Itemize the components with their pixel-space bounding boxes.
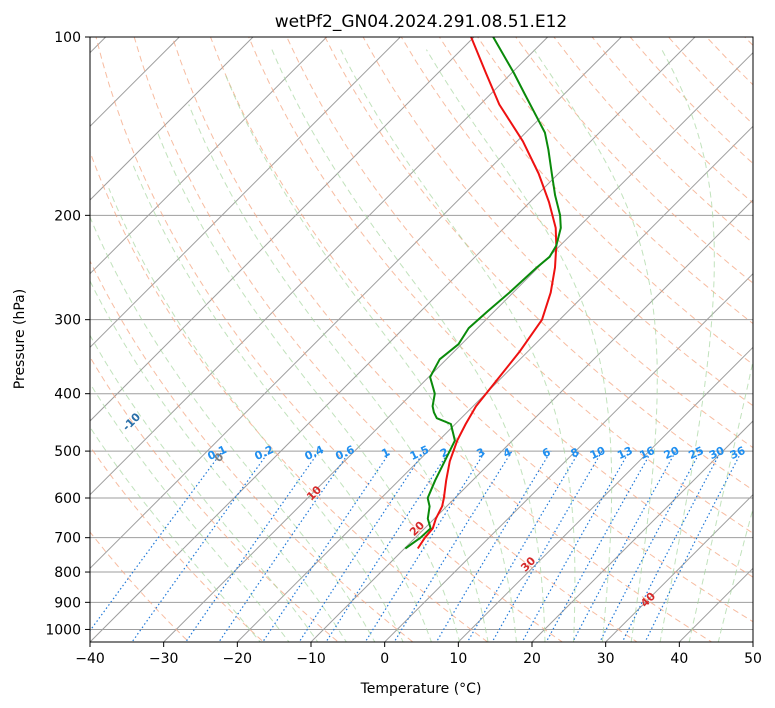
moist-adiabat-line — [688, 358, 753, 642]
x-tick-label: −20 — [223, 651, 253, 667]
mixing-ratio-line — [491, 450, 603, 642]
moist-adiabat-line — [188, 104, 489, 642]
dry-adiabat-line — [90, 445, 265, 642]
plot-frame — [89, 36, 754, 643]
moist-adiabat-line — [425, 49, 613, 642]
isotherm-line — [236, 125, 753, 642]
temperature-profile-line — [416, 37, 558, 550]
mixing-ratio-line — [131, 450, 270, 642]
y-tick-label: 400 — [54, 387, 81, 403]
isotherm-line — [384, 272, 753, 642]
mixing-ratio-label: 25 — [687, 444, 706, 462]
grid-lines — [90, 37, 753, 642]
dry-adiabat-line — [400, 37, 753, 407]
dry-adiabat-line — [133, 37, 638, 642]
mixing-ratio-line — [262, 450, 392, 642]
moist-adiabat-line — [90, 215, 376, 642]
mixing-ratio-label: 13 — [615, 444, 634, 462]
mixing-ratio-line — [364, 450, 486, 642]
dry-adiabat-line — [324, 37, 753, 491]
mixing-ratio-lines — [90, 450, 743, 642]
dry-adiabat-line — [90, 150, 489, 642]
mixing-ratio-line — [599, 450, 702, 642]
moist-adiabat-line — [340, 49, 576, 642]
isotherm-line — [90, 37, 328, 275]
x-tick-label: −30 — [149, 651, 179, 667]
moist-adiabats — [90, 49, 753, 642]
dry-adiabat-line — [438, 37, 753, 366]
moist-adiabat-line — [90, 334, 319, 642]
moist-adiabat-line — [224, 72, 518, 642]
mixing-ratio-line — [466, 450, 580, 642]
mixing-ratio-line — [218, 450, 351, 642]
isotherm-line — [90, 37, 549, 496]
mixing-ratio-line — [325, 450, 450, 642]
x-tick-label: 50 — [744, 651, 762, 667]
y-tick-label: 1000 — [45, 622, 81, 638]
moist-adiabat-line — [533, 49, 658, 642]
y-tick-label: 300 — [54, 313, 81, 329]
moist-adiabat-line — [90, 382, 290, 642]
isotherm-line — [90, 37, 401, 349]
mixing-ratio-label: 16 — [638, 444, 658, 462]
mixing-ratio-label: 10 — [588, 444, 608, 462]
dry-adiabat-line — [90, 259, 414, 642]
mixing-ratio-line — [393, 450, 513, 642]
y-tick-label: 200 — [54, 208, 81, 224]
isotherm-line — [310, 199, 753, 642]
mixing-ratio-label: 20 — [662, 444, 682, 462]
y-tick-label: 600 — [54, 491, 81, 507]
dry-adiabats — [90, 37, 753, 642]
x-axis-label: Temperature (°C) — [360, 681, 482, 697]
mixing-ratio-line — [572, 450, 677, 642]
mixing-ratio-label: 30 — [707, 444, 727, 462]
y-tick-label: 800 — [54, 565, 81, 581]
dry-adiabat-line — [248, 37, 753, 578]
moist-adiabat-line — [132, 165, 432, 642]
dry-adiabat-line — [95, 37, 564, 642]
y-axis-ticks: 100 200 300 400 500 600 700 800 900 1000 — [45, 30, 90, 638]
x-tick-label: −10 — [296, 651, 326, 667]
isotherm-line — [605, 493, 753, 642]
dewpoint-profile-line — [404, 37, 562, 550]
dry-adiabat-line — [286, 37, 753, 534]
dry-adiabat-line — [90, 356, 339, 642]
mixing-ratio-line — [545, 450, 653, 642]
x-tick-label: 20 — [523, 651, 541, 667]
dry-adiabat-line — [362, 37, 753, 449]
x-tick-label: −40 — [75, 651, 105, 667]
y-tick-label: 100 — [54, 30, 81, 46]
moist-adiabat-line — [90, 279, 347, 642]
isotherm-line — [531, 420, 753, 642]
isotherm-line — [457, 346, 753, 642]
mixing-ratio-line — [298, 450, 425, 642]
y-tick-label: 900 — [54, 595, 81, 611]
moist-adiabat-line — [157, 132, 461, 642]
moist-adiabat-line — [108, 188, 404, 642]
y-tick-label: 700 — [54, 531, 81, 547]
chart-title: wetPf2_GN04.2024.291.08.51.E12 — [275, 12, 567, 32]
y-axis-label: Pressure (hPa) — [12, 289, 28, 389]
x-tick-label: 10 — [449, 651, 467, 667]
mixing-ratio-label: 36 — [728, 444, 748, 462]
dry-adiabat-line — [171, 37, 713, 642]
mixing-ratio-line — [435, 450, 552, 642]
moist-adiabat-line — [717, 506, 753, 642]
isotherm-line — [90, 37, 254, 201]
dry-adiabat-line — [210, 37, 753, 623]
moist-adiabat-line — [90, 426, 261, 642]
x-tick-label: 0 — [380, 651, 389, 667]
x-tick-label: 40 — [670, 651, 688, 667]
y-tick-label: 500 — [54, 444, 81, 460]
isotherm-line — [163, 51, 753, 642]
isotherm-line — [90, 37, 696, 642]
x-axis-ticks: −40 −30 −20 −10 0 10 20 30 40 50 — [75, 642, 762, 667]
isotherm-line — [90, 37, 475, 422]
moist-adiabat-line — [659, 49, 715, 642]
x-tick-label: 30 — [597, 651, 615, 667]
profile-series — [404, 37, 562, 550]
moist-adiabat-line — [271, 49, 546, 642]
